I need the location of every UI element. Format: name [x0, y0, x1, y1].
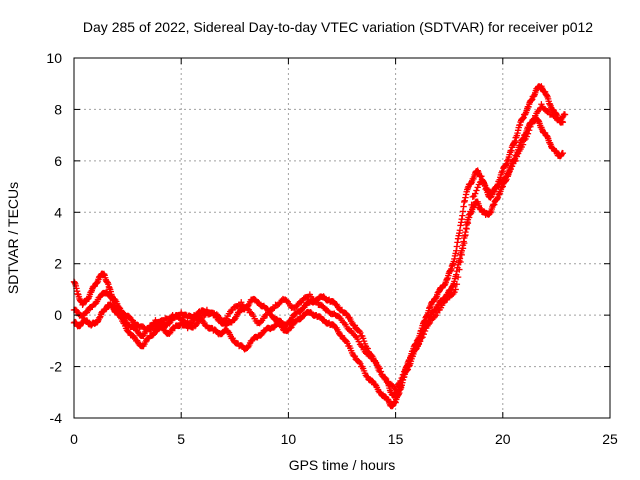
x-axis-label: GPS time / hours — [289, 457, 396, 473]
data-point — [463, 225, 470, 233]
data-point — [351, 332, 359, 340]
data-point — [472, 190, 479, 197]
x-tick-label: 0 — [70, 431, 78, 447]
data-point — [399, 371, 407, 379]
data-point — [425, 320, 432, 328]
data-point — [527, 123, 534, 130]
data-point — [426, 319, 434, 327]
data-point — [530, 115, 538, 122]
data-point — [238, 299, 245, 306]
data-point — [521, 137, 528, 144]
y-tick-label: 0 — [54, 307, 62, 323]
data-point — [364, 345, 371, 352]
y-tick-label: 4 — [54, 204, 62, 220]
y-tick-label: -2 — [50, 359, 63, 375]
y-tick-label: -4 — [50, 410, 63, 426]
data-point — [419, 334, 426, 341]
data-point — [561, 111, 569, 118]
data-point — [467, 208, 474, 215]
data-point — [421, 327, 429, 335]
data-point — [402, 366, 409, 374]
data-point — [453, 281, 461, 288]
axes — [73, 57, 611, 419]
data-point — [502, 173, 510, 181]
series-track-1 — [70, 83, 567, 401]
data-point — [381, 375, 388, 382]
data-point — [403, 363, 410, 370]
x-tick-label: 20 — [495, 431, 511, 447]
data-point — [462, 231, 469, 239]
data-point — [459, 245, 467, 252]
data-point — [355, 338, 363, 345]
data-point — [351, 353, 359, 360]
data-point — [512, 157, 519, 165]
data-point — [559, 149, 567, 157]
data-point — [468, 201, 475, 209]
y-axis-label: SDTVAR / TECUs — [5, 182, 21, 294]
data-point — [358, 342, 365, 350]
data-point — [415, 340, 423, 348]
data-point — [495, 183, 502, 190]
x-tick-label: 5 — [177, 431, 185, 447]
data-point — [525, 127, 533, 134]
data-point — [420, 330, 427, 338]
data-point — [224, 328, 232, 335]
series-track-2 — [70, 115, 567, 410]
data-point — [443, 296, 451, 303]
data-point — [404, 359, 412, 367]
data-point — [544, 108, 551, 115]
data-point — [456, 266, 463, 273]
y-tick-label: 2 — [54, 256, 62, 272]
data-point — [501, 175, 508, 182]
data-point — [528, 120, 535, 127]
data-point — [338, 332, 346, 339]
data-point — [474, 184, 481, 191]
data-point — [409, 350, 416, 357]
data-point — [371, 380, 379, 388]
data-point — [377, 368, 385, 375]
chart-title: Day 285 of 2022, Sidereal Day-to-day VTE… — [83, 19, 593, 35]
data-point — [244, 305, 251, 312]
data-point — [398, 374, 405, 382]
y-tick-label: 8 — [54, 101, 62, 117]
data-point — [263, 311, 271, 319]
data-point — [524, 130, 532, 137]
data-point — [370, 356, 377, 363]
data-point — [461, 239, 468, 247]
data-point — [388, 381, 396, 389]
data-point — [418, 335, 425, 342]
data-point — [392, 386, 399, 393]
data-point — [269, 305, 277, 312]
data-point — [523, 133, 530, 140]
data-point — [519, 141, 527, 148]
plot-frame — [73, 57, 611, 419]
data-point — [343, 310, 350, 318]
data-point — [452, 286, 459, 293]
data-point — [529, 119, 537, 126]
data-point — [473, 187, 480, 194]
y-tick-label: 6 — [54, 153, 62, 169]
data-point — [351, 322, 359, 329]
data-point — [457, 258, 464, 266]
x-tick-label: 15 — [388, 431, 404, 447]
data-points — [70, 83, 569, 410]
data-point — [464, 219, 472, 227]
x-tick-label: 10 — [281, 431, 297, 447]
data-point — [283, 297, 290, 304]
data-point — [469, 193, 476, 201]
series-track-3 — [70, 101, 569, 393]
y-tick-label: 10 — [46, 50, 62, 66]
data-point — [336, 313, 343, 321]
data-point — [458, 251, 465, 259]
data-point — [454, 273, 462, 281]
x-tick-label: 25 — [602, 431, 618, 447]
tick-labels: 0 5 10 15 20 25 -4 -2 0 2 4 6 8 10 — [46, 50, 618, 447]
data-point — [376, 365, 383, 372]
data-point — [513, 153, 521, 160]
data-point — [416, 338, 424, 345]
grid — [74, 58, 610, 418]
data-point — [465, 214, 473, 221]
